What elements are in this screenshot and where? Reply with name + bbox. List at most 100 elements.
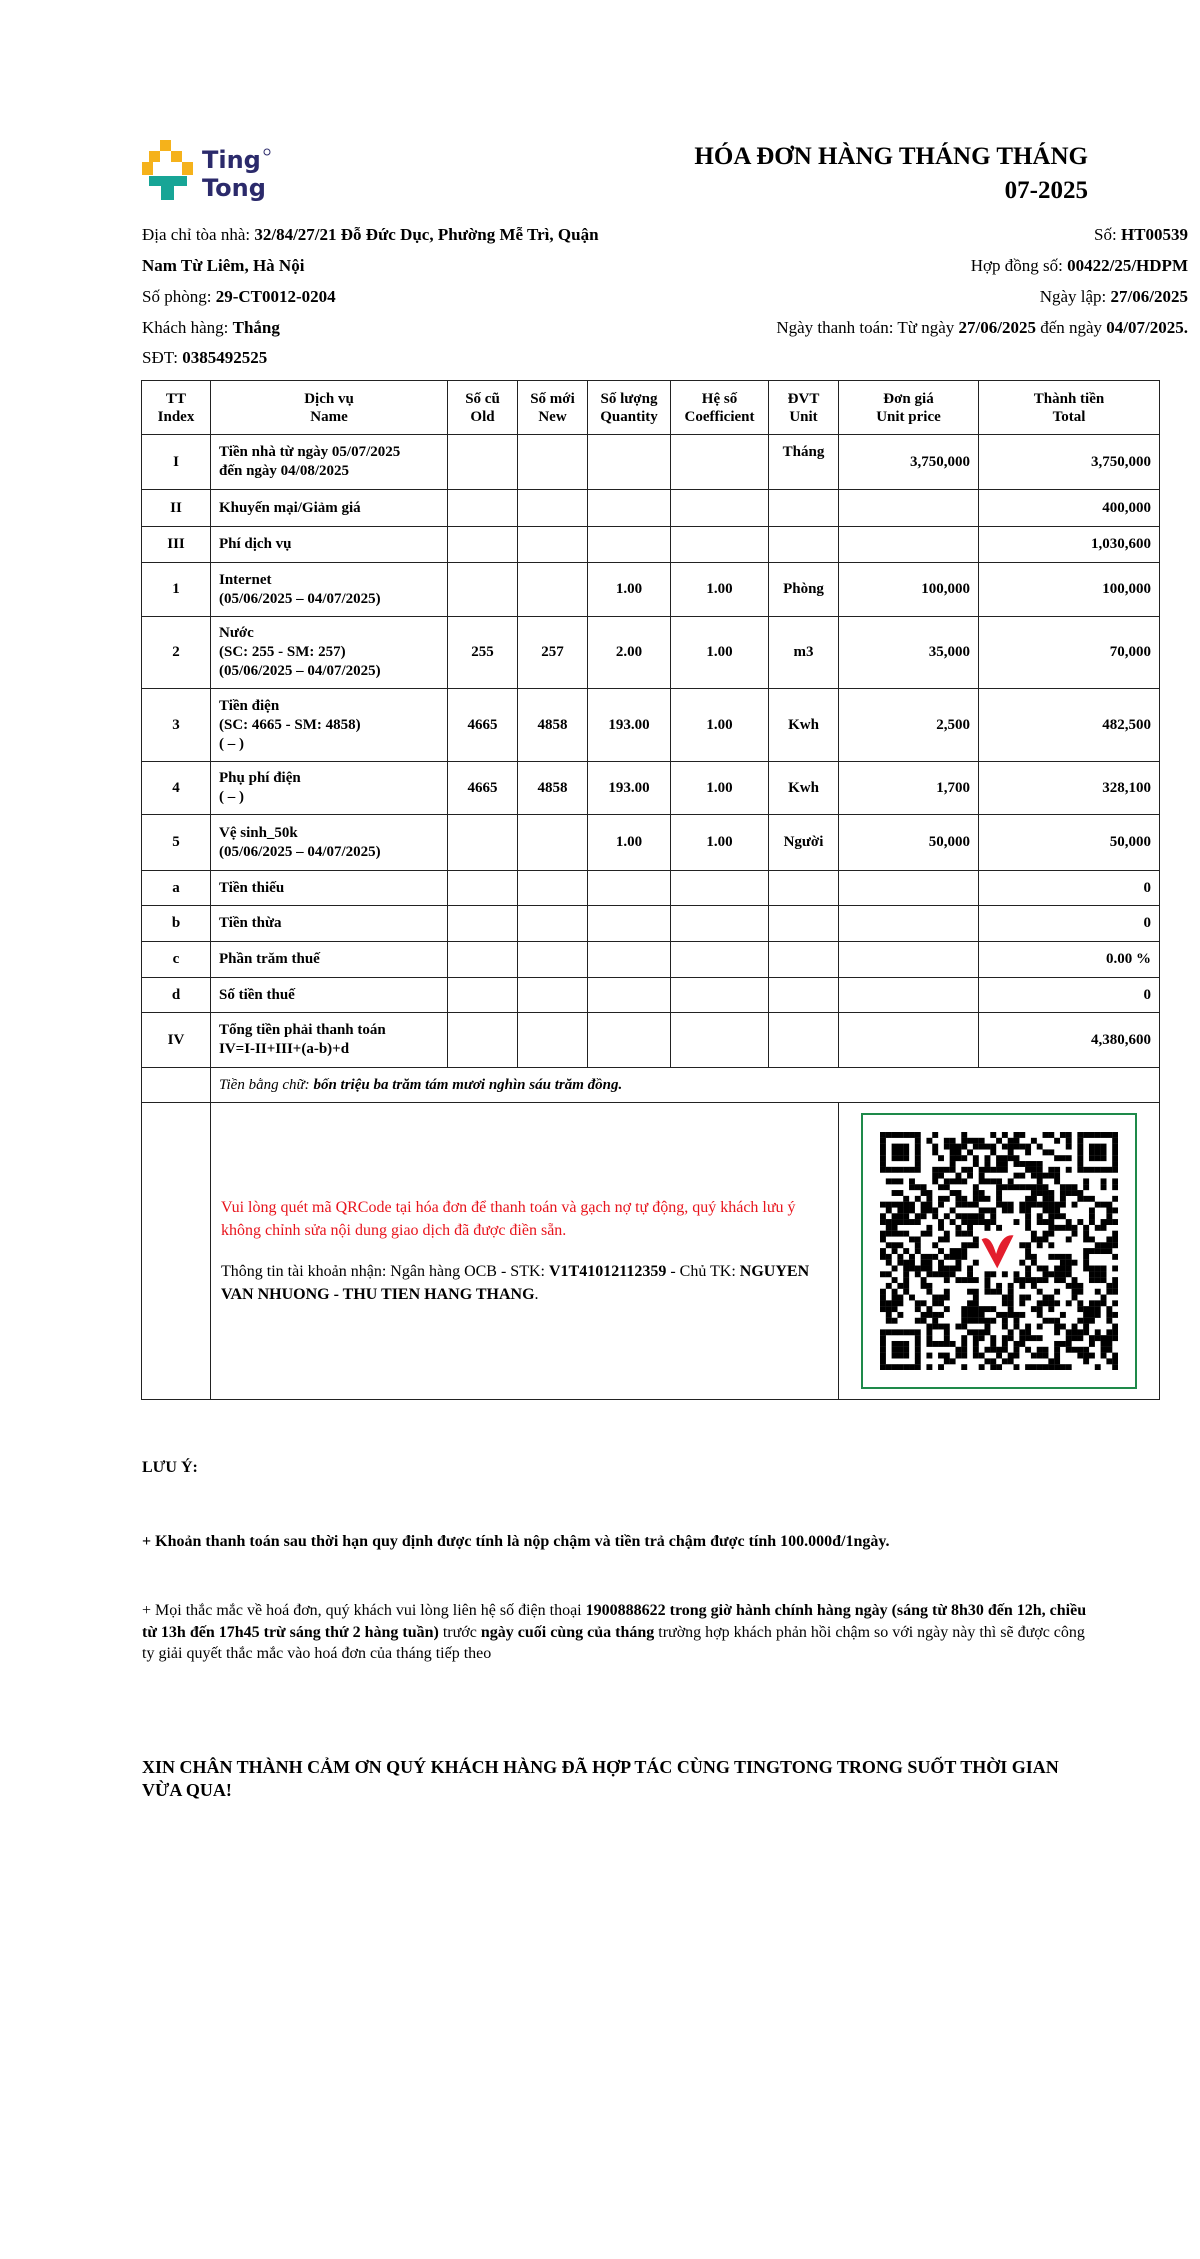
cell-price — [838, 1012, 979, 1068]
cell-coef — [670, 526, 769, 563]
cell-old: 4665 — [447, 688, 518, 762]
cell-coef — [670, 977, 769, 1013]
empty-cell — [141, 1067, 211, 1103]
cell-old — [447, 870, 518, 906]
payment-qr-row: Vui lòng quét mã QRCode tại hóa đơn để t… — [141, 1102, 1160, 1400]
cell-name: Phí dịch vụ — [210, 526, 448, 563]
cell-coef: 1.00 — [670, 688, 769, 762]
table-header: TT Index Dịch vụ Name Số cũ Old Số mới New Số lư… — [141, 380, 1160, 435]
address-value: 32/84/27/21 Đỗ Đức Dục, Phường Mễ Trì, Q… — [254, 225, 599, 244]
cell-qty: 1.00 — [587, 562, 671, 617]
account-owner: NGUYEN VAN NHUONG - THU TIEN HANG THANG — [221, 1263, 810, 1303]
service-name-line: Phí dịch vụ — [219, 536, 292, 552]
cell-new — [517, 870, 588, 906]
qr-code-image — [880, 1132, 1118, 1370]
created-date: 27/06/2025 — [1110, 287, 1188, 306]
invoice-table: TT Index Dịch vụ Name Số cũ Old Số mới New Số lư… — [141, 380, 1160, 1400]
cell-price — [838, 977, 979, 1013]
table-row: II Khuyến mại/Giảm giá 400,000 — [141, 489, 1160, 527]
svg-text:Ting: Ting — [202, 146, 261, 174]
service-name-line: Vệ sinh_50k — [219, 824, 298, 841]
cell-price: 2,500 — [838, 688, 979, 762]
header-vi: Dịch vụ — [304, 390, 354, 407]
note-late-payment: + Khoản thanh toán sau thời hạn quy định… — [142, 1533, 890, 1550]
column-header: Số mới New — [517, 380, 588, 435]
header-en: Name — [310, 408, 348, 425]
cell-name: Số tiền thuế — [210, 977, 448, 1013]
cell-coef: 1.00 — [670, 814, 769, 871]
cell-qty — [587, 905, 671, 942]
phone-number: 0385492525 — [182, 348, 268, 367]
payment-qr-code[interactable] — [861, 1113, 1137, 1389]
cell-old — [447, 941, 518, 978]
service-name-line: Tiền điện — [219, 697, 280, 714]
cell-name: Khuyến mại/Giảm giá — [210, 489, 448, 527]
cell-index: 1 — [141, 562, 211, 617]
cell-old: 255 — [447, 616, 518, 689]
header-vi: Số cũ — [465, 390, 500, 407]
header-en: Coefficient — [684, 408, 755, 425]
cell-name: Tiền điện (SC: 4665 - SM: 4858) ( – ) — [210, 688, 448, 762]
column-header: ĐVT Unit — [768, 380, 839, 435]
cell-index: II — [141, 489, 211, 527]
address-value-cont: Nam Từ Liêm, Hà Nội — [142, 256, 305, 275]
table-row: III Phí dịch vụ 1,030,600 — [141, 526, 1160, 563]
cell-new — [517, 526, 588, 563]
amount-in-words-row: Tiền bằng chữ: bốn triệu ba trăm tám mươ… — [141, 1067, 1160, 1103]
cell-unit: Kwh — [768, 761, 839, 815]
service-name-line: (SC: 4665 - SM: 4858) — [219, 716, 361, 733]
tingtong-logo: Ting Tong — [142, 140, 292, 204]
cell-price: 100,000 — [838, 562, 979, 617]
table-row: d Số tiền thuế 0 — [141, 977, 1160, 1013]
cell-new: 4858 — [517, 688, 588, 762]
service-name-line: Phần trăm thuế — [219, 951, 320, 967]
header-en: Old — [470, 408, 495, 425]
cell-index: 3 — [141, 688, 211, 762]
payment-instructions: Vui lòng quét mã QRCode tại hóa đơn để t… — [210, 1102, 839, 1400]
column-header: Số cũ Old — [447, 380, 518, 435]
header-en: Unit — [789, 408, 818, 425]
cell-new — [517, 562, 588, 617]
service-name-line: IV=I-II+III+(a-b)+d — [219, 1041, 350, 1057]
header-en: Unit price — [876, 408, 941, 425]
table-row: c Phần trăm thuế 0.00 % — [141, 941, 1160, 978]
note-text: trường hợp khách phản hồi chậm so với ng… — [142, 1623, 1085, 1663]
cell-name: Internet (05/06/2025 – 04/07/2025) — [210, 562, 448, 617]
note-text: trước — [438, 1623, 481, 1641]
cell-old — [447, 434, 518, 490]
cell-index: a — [141, 870, 211, 906]
cell-index: d — [141, 977, 211, 1013]
room-label: Số phòng: — [142, 287, 216, 306]
cell-total: 4,380,600 — [978, 1012, 1160, 1068]
column-header: Dịch vụ Name — [210, 380, 448, 435]
cell-total: 0 — [978, 870, 1160, 906]
cell-qty — [587, 941, 671, 978]
header-vi: Hệ số — [701, 390, 738, 407]
cell-coef — [670, 434, 769, 490]
customer-name: Thắng — [232, 318, 280, 337]
cell-new — [517, 814, 588, 871]
qr-notice: Vui lòng quét mã QRCode tại hóa đơn để t… — [221, 1199, 796, 1239]
address-label: Địa chỉ tòa nhà: — [142, 225, 255, 244]
cell-unit: Kwh — [768, 688, 839, 762]
header-en: New — [538, 408, 567, 425]
cell-old: 4665 — [447, 761, 518, 815]
service-name-line: (SC: 255 - SM: 257) — [219, 644, 346, 660]
cell-coef — [670, 870, 769, 906]
account-number: V1T41012112359 — [548, 1263, 667, 1280]
empty-cell — [141, 1102, 211, 1400]
column-header: Hệ số Coefficient — [670, 380, 769, 435]
cell-name: Tiền thiếu — [210, 870, 448, 906]
service-name-line: Tổng tiền phải thanh toán — [219, 1022, 386, 1038]
cell-name: Tiền thừa — [210, 905, 448, 942]
cell-coef — [670, 1012, 769, 1068]
service-name-line: (05/06/2025 – 04/07/2025) — [219, 663, 381, 679]
service-name-line: ( – ) — [219, 735, 244, 752]
header-en: Index — [157, 408, 195, 425]
words-label: Tiền bằng chữ: — [219, 1076, 314, 1093]
cell-total: 100,000 — [978, 562, 1160, 617]
cell-unit — [768, 526, 839, 563]
svg-text:Tong: Tong — [202, 174, 266, 202]
cell-price: 50,000 — [838, 814, 979, 871]
cell-index: 2 — [141, 616, 211, 689]
